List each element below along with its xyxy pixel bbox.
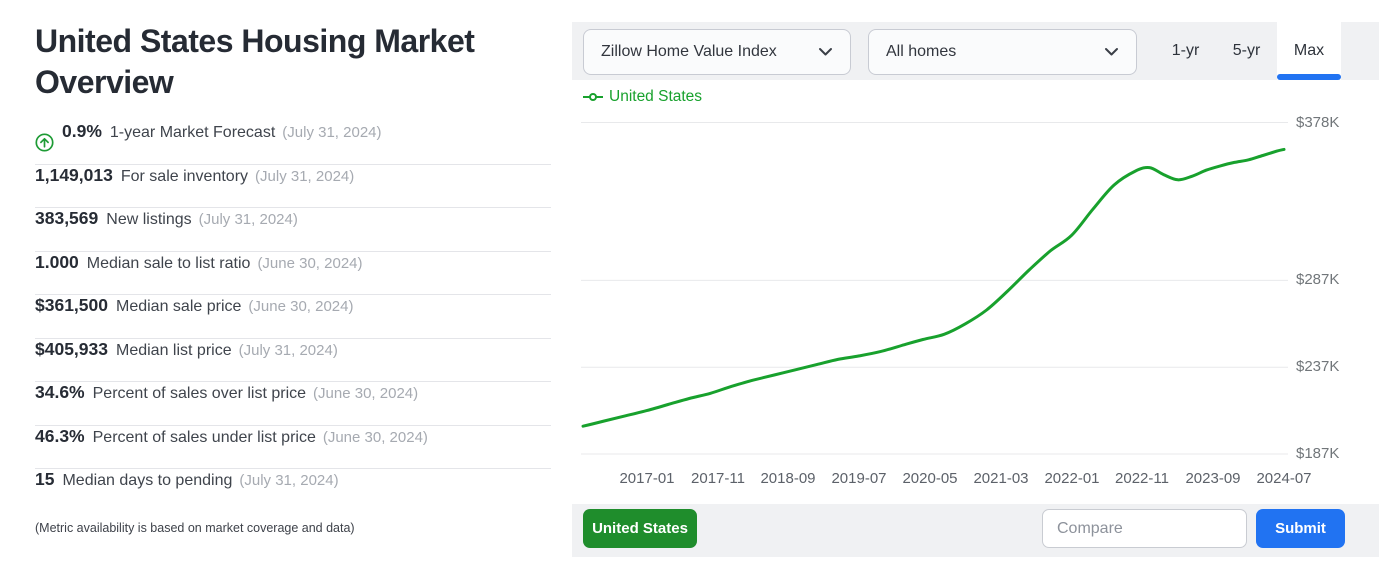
x-tick-label: 2024-07 — [1256, 470, 1312, 487]
y-tick-label: $237K — [1296, 358, 1340, 375]
metric-date: (June 30, 2024) — [257, 254, 363, 272]
y-axis-labels: $378K $287K $237K $187K — [1292, 112, 1378, 462]
tab-max[interactable]: Max — [1277, 22, 1341, 80]
metric-value: 15 — [35, 469, 55, 489]
metric-row: 15 Median days to pending (July 31, 2024) — [35, 469, 551, 513]
metric-dropdown[interactable]: Zillow Home Value Index — [583, 29, 851, 75]
x-tick-label: 2023-09 — [1185, 470, 1241, 487]
metric-date: (July 31, 2024) — [255, 167, 355, 185]
tab-1-yr[interactable]: 1-yr — [1155, 22, 1216, 80]
home-type-dropdown-value: All homes — [886, 43, 957, 60]
line-chart[interactable] — [572, 112, 1290, 462]
series-line — [581, 147, 1286, 428]
chevron-down-icon — [1104, 47, 1119, 57]
metric-value: 383,569 — [35, 208, 99, 228]
x-tick-label: 2017-11 — [691, 470, 745, 487]
y-tick-label: $378K — [1296, 114, 1340, 131]
chart-toolbar: Zillow Home Value Index All homes — [572, 22, 1379, 80]
metric-label: Median sale price — [116, 298, 242, 315]
metric-value: 46.3% — [35, 425, 85, 446]
metric-row: 1,149,013 For sale inventory (July 31, 202… — [35, 164, 551, 208]
metric-label: Median days to pending — [62, 472, 233, 489]
metric-row: 46.3% Percent of sales under list price (J… — [35, 425, 551, 469]
metric-date: (June 30, 2024) — [322, 428, 428, 446]
active-tab-underline — [1277, 74, 1341, 80]
metric-dropdown-value: Zillow Home Value Index — [601, 43, 777, 60]
metric-value: $405,933 — [35, 338, 108, 359]
metric-label: Median list price — [116, 341, 232, 359]
tab-label: 5-yr — [1232, 42, 1261, 59]
metric-row: $361,500 Median sale price (June 30, 2024) — [35, 295, 551, 339]
forecast-up-icon — [35, 133, 54, 152]
submit-button[interactable]: Submit — [1256, 509, 1345, 548]
tab-label: Max — [1293, 42, 1325, 59]
x-tick-label: 2020-05 — [902, 470, 958, 487]
metrics-list: 0.9% 1-year Market Forecast (July 31, 2024… — [35, 121, 551, 513]
x-axis-labels: 2017-01 2017-11 2018-09 2019-07 2020-05 2021-… — [572, 470, 1311, 490]
metric-row: 1.000 Median sale to list ratio (June 30, … — [35, 251, 551, 295]
metric-value: $361,500 — [35, 295, 108, 315]
metric-label: Percent of sales over list price — [92, 385, 307, 402]
region-chip-button[interactable]: United States — [583, 509, 697, 548]
legend-marker-icon — [583, 91, 603, 103]
tab-label: 1-yr — [1171, 42, 1200, 59]
metric-value: 1.000 — [35, 251, 79, 272]
x-tick-label: 2022-01 — [1044, 470, 1100, 487]
x-tick-label: 2021-03 — [973, 470, 1029, 487]
range-tabs: 1-yr 5-yr Max — [1155, 22, 1341, 80]
tab-5-yr[interactable]: 5-yr — [1216, 22, 1277, 80]
page-title: United States Housing Market Overview — [35, 23, 475, 100]
metric-value: 1,149,013 — [35, 164, 113, 185]
home-type-dropdown[interactable]: All homes — [868, 29, 1137, 75]
metric-row: 34.6% Percent of sales over list price (Ju… — [35, 382, 551, 426]
y-tick-label: $187K — [1296, 445, 1340, 462]
chart-footer: United States Submit — [572, 504, 1379, 557]
metric-label: Percent of sales under list price — [92, 428, 316, 446]
metric-date: (July 31, 2024) — [239, 472, 339, 489]
x-tick-label: 2019-07 — [831, 470, 887, 487]
metric-date: (July 31, 2024) — [282, 124, 382, 141]
y-tick-label: $287K — [1296, 271, 1340, 288]
chevron-down-icon — [818, 47, 833, 57]
metric-row: $405,933 Median list price (July 31, 2024) — [35, 338, 551, 382]
metric-date: (July 31, 2024) — [198, 211, 298, 228]
metric-label: For sale inventory — [120, 167, 249, 185]
metrics-footnote: (Metric availability is based on market … — [35, 521, 355, 535]
compare-input[interactable] — [1042, 509, 1247, 548]
metric-label: New listings — [106, 211, 192, 228]
metric-date: (June 30, 2024) — [313, 385, 419, 402]
metric-value: 34.6% — [35, 382, 85, 402]
x-tick-label: 2017-01 — [619, 470, 675, 487]
metric-date: (June 30, 2024) — [248, 298, 354, 315]
metric-label: 1-year Market Forecast — [109, 124, 276, 141]
legend-label: United States — [609, 88, 703, 105]
metric-label: Median sale to list ratio — [86, 254, 251, 272]
metric-row: 383,569 New listings (July 31, 2024) — [35, 208, 551, 252]
chart-legend: United States — [583, 88, 702, 106]
metric-row: 0.9% 1-year Market Forecast (July 31, 2024… — [35, 121, 551, 165]
x-tick-label: 2022-11 — [1115, 470, 1169, 487]
metric-date: (July 31, 2024) — [238, 341, 338, 359]
x-tick-label: 2018-09 — [760, 470, 816, 487]
metric-value: 0.9% — [62, 121, 102, 141]
